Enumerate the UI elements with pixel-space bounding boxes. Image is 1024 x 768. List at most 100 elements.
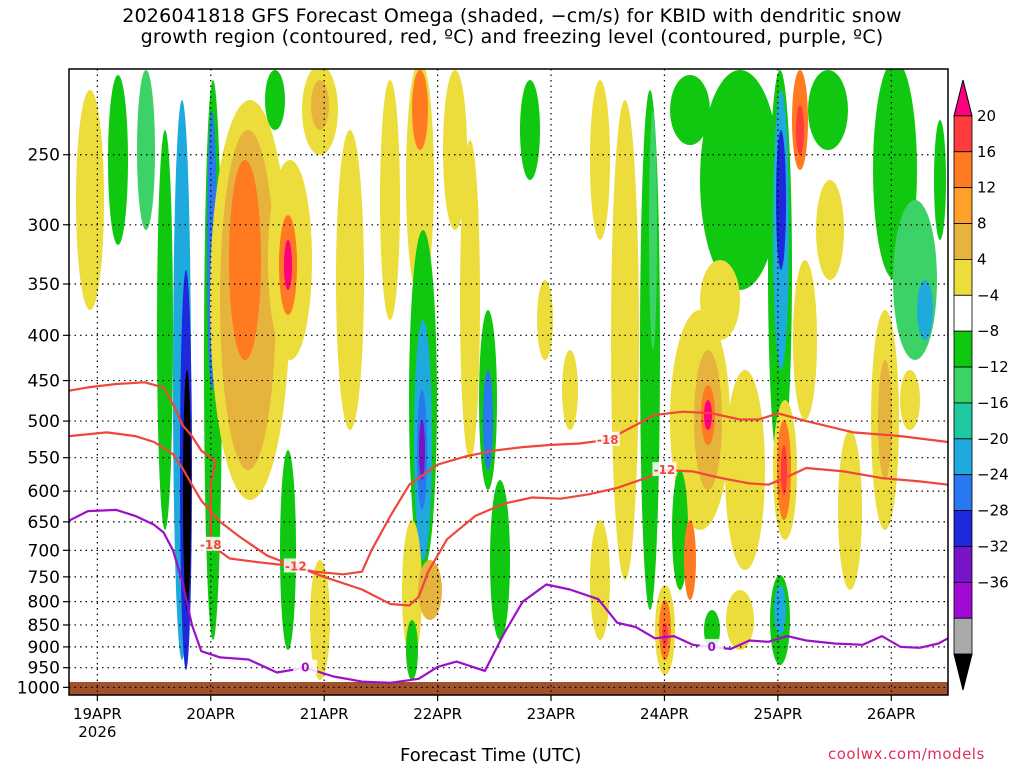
gridlines: [69, 69, 948, 695]
colorbar-label: −16: [977, 394, 1009, 412]
x-tick-label: 23APR: [527, 705, 576, 723]
colorbar-label: −32: [977, 537, 1009, 555]
colorbar-swatch: [953, 581, 973, 619]
omega-cell: [562, 350, 578, 430]
y-tick-label: 450: [28, 372, 60, 392]
omega-cell: [284, 240, 292, 290]
colorbar-label: 16: [977, 143, 996, 161]
colorbar-swatch: [953, 474, 973, 511]
contour-label-bg: [699, 638, 724, 653]
colorbar-bottom-arrow: [953, 653, 973, 691]
colorbar-swatch: [953, 259, 973, 296]
y-tick-label: 800: [28, 593, 60, 613]
chart-title: 2026041818 GFS Forecast Omega (shaded, −…: [0, 6, 1024, 48]
omega-cell: [684, 520, 696, 600]
omega-cell: [590, 80, 610, 240]
colorbar-label: −8: [977, 322, 999, 340]
omega-cell: [725, 370, 765, 570]
contour--12: [69, 431, 948, 607]
omega-cell: [900, 370, 920, 430]
omega-cell: [229, 160, 261, 360]
y-tick-label: 900: [28, 638, 60, 658]
colorbar-label: −36: [977, 573, 1009, 591]
omega-cell: [443, 70, 467, 230]
omega-cell: [183, 370, 191, 610]
colorbar-label: 20: [977, 107, 996, 125]
omega-cell: [649, 110, 657, 350]
x-tick-label: 25APR: [753, 705, 802, 723]
contour-label-bg: [283, 558, 308, 573]
colorbar-swatch: [953, 366, 973, 404]
y-tick-label: 250: [28, 146, 60, 166]
omega-cell: [726, 590, 754, 650]
x-tick-sublabel: 2026: [78, 723, 116, 741]
colorbar-label: −12: [977, 358, 1009, 376]
omega-cell: [776, 130, 786, 270]
colorbar-label: 4: [977, 250, 987, 268]
x-tick-label: 22APR: [413, 705, 462, 723]
omega-cell: [670, 75, 710, 145]
omega-cell: [460, 140, 480, 460]
colorbar-label: −24: [977, 466, 1009, 484]
x-tick-label: 21APR: [300, 705, 349, 723]
contour-label: -18: [200, 538, 222, 552]
chart-title-line-1: 2026041818 GFS Forecast Omega (shaded, −…: [122, 5, 902, 27]
omega-cell: [704, 400, 712, 430]
colorbar-swatch: [953, 115, 973, 153]
y-tick-label: 700: [28, 541, 60, 561]
contour--18: [69, 381, 948, 576]
contour-label: 0: [708, 640, 716, 654]
omega-cell: [406, 620, 418, 680]
x-axis-label: Forecast Time (UTC): [400, 745, 582, 766]
omega-cell: [520, 80, 540, 180]
omega-cell: [816, 180, 844, 280]
x-tick-label: 20APR: [186, 705, 235, 723]
y-tick-label: 650: [28, 513, 60, 533]
y-tick-label: 600: [28, 482, 60, 502]
omega-cell: [419, 420, 425, 480]
colorbar: 20 16 12 8 4 −4 −8 −12 −16 −20 −24 −28 −32 −36: [953, 79, 1009, 691]
colorbar-label: −20: [977, 430, 1009, 448]
colorbar-swatch: [953, 223, 973, 260]
omega-cell: [934, 120, 946, 240]
omega-cell: [483, 370, 493, 470]
colorbar-swatch: [953, 187, 973, 224]
omega-cell: [917, 280, 933, 340]
omega-cell: [280, 450, 296, 650]
contour-lines: [69, 381, 948, 684]
colorbar-swatch: [953, 510, 973, 547]
omega-cell: [311, 80, 329, 130]
omega-cell: [662, 623, 668, 647]
y-tick-label: 300: [28, 216, 60, 236]
contour-label-bg: [293, 659, 318, 674]
credit-link[interactable]: coolwx.com/models: [828, 745, 985, 763]
omega-cell: [265, 70, 285, 130]
omega-cell: [76, 90, 104, 310]
colorbar-swatch: [953, 294, 973, 332]
colorbar-swatch: [953, 438, 973, 476]
omega-cell: [402, 520, 422, 660]
contour-label: 0: [301, 661, 309, 675]
contour-label: -12: [654, 463, 676, 477]
contour-label-bg: [595, 431, 620, 446]
contour-label-bg: [198, 536, 223, 551]
contour-label: -18: [597, 433, 619, 447]
omega-cell: [700, 70, 780, 290]
contour-label: -12: [285, 559, 307, 573]
y-tick-label: 500: [28, 412, 60, 432]
x-tick-label: 24APR: [640, 705, 689, 723]
colorbar-swatch: [953, 402, 973, 440]
omega-cell: [336, 130, 364, 430]
omega-cell: [380, 80, 400, 320]
omega-cell: [418, 560, 442, 620]
y-tick-label: 550: [28, 449, 60, 469]
omega-cell: [108, 75, 128, 245]
omega-cell: [893, 200, 937, 360]
omega-cell: [808, 70, 848, 150]
y-tick-label: 1000: [17, 678, 60, 698]
contour-label-bg: [652, 462, 677, 477]
omega-cell: [137, 70, 155, 230]
colorbar-label: −28: [977, 502, 1009, 520]
